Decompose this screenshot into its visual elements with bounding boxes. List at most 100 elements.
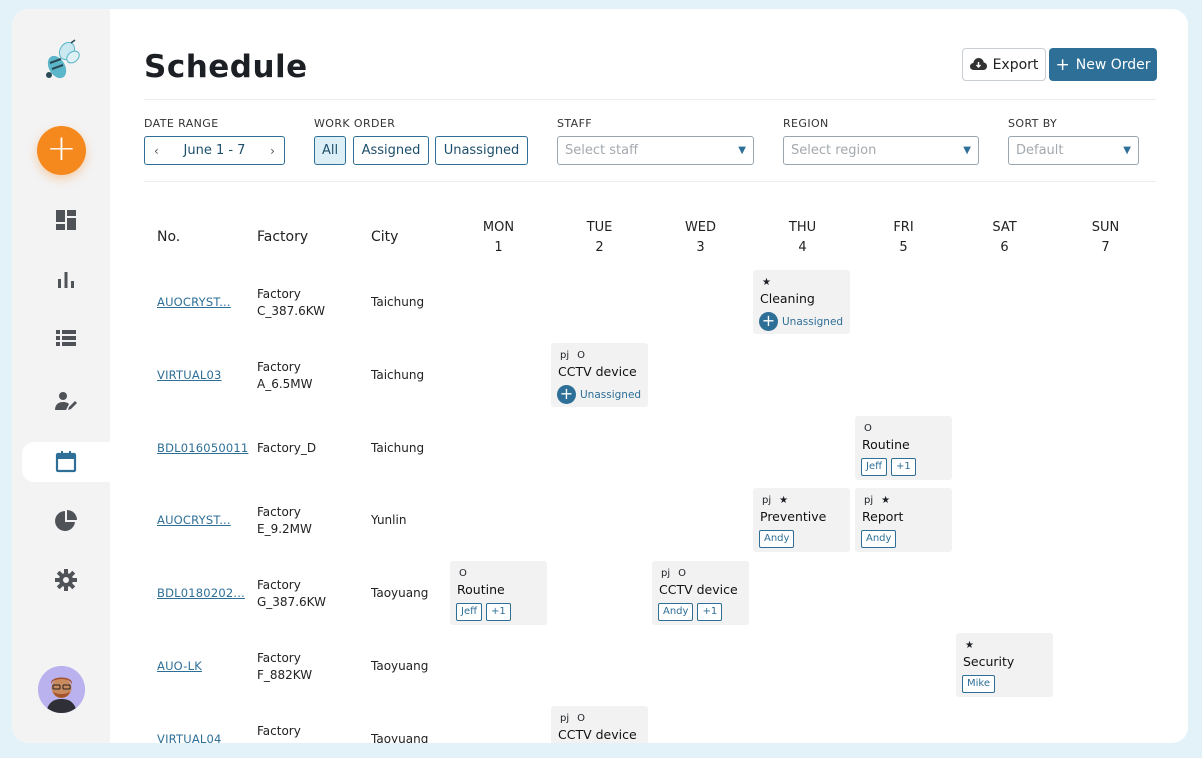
factory-line: Factory (257, 578, 301, 592)
work-order-card[interactable]: pj O CCTV device + Unassigned (551, 343, 648, 407)
add-assignee-icon[interactable]: + (759, 312, 778, 331)
work-order-card[interactable]: ★ Security Mike (956, 633, 1053, 697)
factory-cell: Factory F_882KW (257, 650, 357, 684)
sort-select[interactable]: Default ▼ (1008, 136, 1139, 165)
region-select[interactable]: Select region ▼ (783, 136, 979, 165)
more-assignees-chip[interactable]: +1 (697, 603, 723, 621)
order-link[interactable]: VIRTUAL04 (157, 732, 222, 743)
factory-cell: Factory (257, 723, 357, 740)
header-factory: Factory (257, 229, 309, 245)
staff-select[interactable]: Select staff ▼ (557, 136, 754, 165)
caret-down-icon: ▼ (963, 145, 971, 156)
day-name: SAT (992, 220, 1017, 235)
city-cell: Yunlin (371, 513, 407, 527)
nav-list[interactable] (22, 318, 110, 358)
more-assignees-chip[interactable]: +1 (891, 458, 916, 476)
factory-cell: Factory_D (257, 440, 357, 457)
day-number: 1 (494, 240, 503, 255)
factory-line: E_9.2MW (257, 522, 312, 536)
assignee-chip[interactable]: Andy (759, 530, 795, 548)
work-order-card[interactable]: O Routine Jeff +1 (855, 416, 952, 480)
day-header-fri: FRI 5 (853, 218, 954, 258)
circle-icon: O (459, 567, 467, 579)
order-link[interactable]: BDL0180202... (157, 586, 245, 600)
date-range-value: June 1 - 7 (183, 143, 246, 158)
day-number: 6 (1000, 240, 1009, 255)
assignee-chip[interactable]: Jeff (456, 603, 482, 621)
assignee-chip[interactable]: Andy (861, 530, 897, 548)
day-header-wed: WED 3 (650, 218, 751, 258)
circle-icon: O (577, 712, 586, 724)
nav-schedule[interactable] (22, 442, 110, 482)
factory-line: A_6.5MW (257, 377, 313, 391)
factory-line: Factory (257, 505, 301, 519)
sort-value: Default (1016, 143, 1064, 158)
nav-settings[interactable] (22, 560, 110, 600)
order-link[interactable]: AUO-LK (157, 659, 202, 673)
day-name: MON (482, 220, 515, 235)
work-order-unassigned-button[interactable]: Unassigned (435, 136, 528, 165)
work-order-all-button[interactable]: All (314, 136, 346, 165)
work-order-card[interactable]: pj ★ Preventive Andy (753, 488, 850, 552)
chevron-left-icon[interactable]: ‹ (154, 143, 159, 158)
order-link[interactable]: BDL016050011 (157, 441, 249, 455)
work-order-card[interactable]: pj ★ Report Andy (855, 488, 952, 552)
work-order-assigned-button[interactable]: Assigned (353, 136, 429, 165)
nav-analytics[interactable] (22, 259, 110, 299)
assignee-chip[interactable]: Jeff (861, 458, 887, 476)
day-header-sun: SUN 7 (1055, 218, 1156, 258)
export-button[interactable]: Export (962, 48, 1046, 81)
work-order-card[interactable]: pj O CCTV device Andy +1 (652, 561, 749, 625)
day-header-thu: THU 4 (752, 218, 853, 258)
factory-line: Factory (257, 651, 301, 665)
factory-line: Factory_D (257, 441, 317, 455)
order-link[interactable]: AUOCRYST... (157, 513, 231, 527)
assignee-chip[interactable]: Andy (658, 603, 694, 621)
region-placeholder: Select region (791, 143, 877, 158)
schedule-table: No. Factory City MON 1 TUE 2 WED 3 THU 4 FRI… (144, 208, 1156, 743)
nav-reports[interactable] (22, 501, 110, 541)
more-assignees-chip[interactable]: +1 (486, 603, 511, 621)
nav-dashboard[interactable] (22, 200, 110, 240)
work-order-card[interactable]: pj O CCTV device (551, 706, 648, 743)
card-title: Security (963, 654, 1015, 669)
nav-users[interactable] (22, 381, 110, 421)
day-number: 7 (1101, 240, 1110, 255)
factory-cell: Factory A_6.5MW (257, 359, 357, 393)
circle-icon: O (678, 567, 687, 579)
caret-down-icon: ▼ (738, 145, 746, 156)
chevron-right-icon[interactable]: › (270, 143, 275, 158)
assignee-chip[interactable]: Mike (962, 675, 995, 693)
star-icon: ★ (881, 494, 891, 506)
staff-label: STAFF (557, 117, 593, 130)
main-content: Schedule Export + New Order DATE RANGE ‹… (144, 9, 1157, 743)
plus-icon: + (1055, 54, 1070, 75)
factory-line: Factory (257, 724, 301, 738)
city-cell: Taichung (371, 441, 425, 455)
factory-cell: Factory E_9.2MW (257, 504, 357, 538)
unassigned-label: Unassigned (782, 315, 844, 328)
new-order-button[interactable]: + New Order (1049, 48, 1157, 81)
pj-icon: pj (661, 567, 671, 579)
work-order-label: WORK ORDER (314, 117, 396, 130)
create-button[interactable]: + (37, 126, 86, 175)
order-link[interactable]: VIRTUAL03 (157, 368, 222, 382)
cloud-download-icon (969, 58, 987, 70)
pj-icon: pj (864, 494, 874, 506)
dashboard-icon (56, 210, 76, 230)
new-order-label: New Order (1075, 56, 1151, 73)
day-name: THU (788, 220, 817, 235)
work-order-card[interactable]: O Routine Jeff +1 (450, 561, 547, 625)
sidebar: + (12, 9, 110, 743)
user-avatar[interactable] (38, 666, 85, 713)
factory-cell: Factory C_387.6KW (257, 286, 357, 320)
city-cell: Taoyuang (371, 659, 429, 673)
circle-icon: O (577, 349, 586, 361)
card-title: Routine (457, 582, 505, 597)
day-number: 2 (595, 240, 604, 255)
add-assignee-icon[interactable]: + (557, 385, 576, 404)
work-order-card[interactable]: ★ Cleaning + Unassigned (753, 270, 850, 334)
calendar-icon (55, 451, 77, 473)
pj-icon: pj (560, 712, 570, 724)
order-link[interactable]: AUOCRYST... (157, 295, 231, 309)
